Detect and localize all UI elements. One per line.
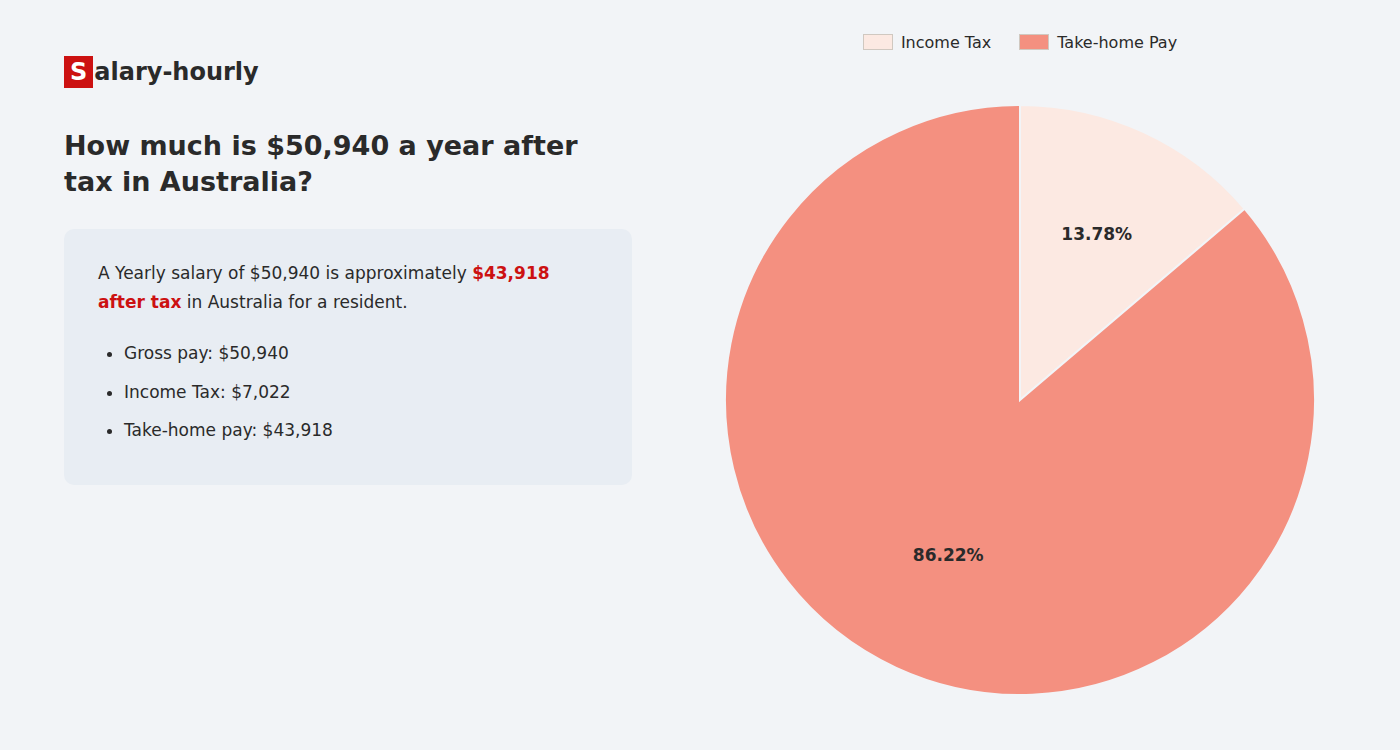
logo-mark: S — [64, 56, 93, 88]
bullet-item: Take-home pay: $43,918 — [124, 416, 598, 445]
legend: Income Tax Take-home Pay — [863, 24, 1177, 60]
bullet-item: Income Tax: $7,022 — [124, 378, 598, 407]
legend-item: Take-home Pay — [1019, 33, 1177, 52]
slices — [725, 105, 1315, 695]
legend-swatch — [863, 34, 893, 50]
logo: Salary-hourly — [64, 56, 620, 88]
data-label: 13.78% — [1061, 224, 1132, 244]
chart-panel: Income Tax Take-home Pay 13.78% 86.22% — [640, 0, 1400, 750]
data-labels: 13.78% 86.22% — [913, 224, 1132, 565]
pie-chart: 13.78% 86.22% — [650, 60, 1390, 720]
title: How much is $50,940 a year after tax in … — [64, 128, 620, 201]
legend-item: Income Tax — [863, 33, 991, 52]
info-box: A Yearly salary of $50,940 is approximat… — [64, 229, 632, 485]
text-panel: Salary-hourly How much is $50,940 a year … — [0, 0, 640, 750]
logo-text: alary-hourly — [94, 58, 258, 86]
description: A Yearly salary of $50,940 is approximat… — [98, 259, 598, 317]
pie-slice — [725, 105, 1315, 695]
legend-swatch — [1019, 34, 1049, 50]
legend-label: Income Tax — [901, 33, 991, 52]
page: Salary-hourly How much is $50,940 a year … — [0, 0, 1400, 750]
legend-label: Take-home Pay — [1057, 33, 1177, 52]
description-text: in — [181, 292, 202, 312]
data-label: 86.22% — [913, 545, 984, 565]
description-text: A Yearly salary of $50,940 is approximat… — [98, 263, 472, 283]
bullet-list: Gross pay: $50,940 Income Tax: $7,022 Take… — [98, 339, 598, 446]
description-text: Australia for a resident. — [208, 292, 408, 312]
bullet-item: Gross pay: $50,940 — [124, 339, 598, 368]
